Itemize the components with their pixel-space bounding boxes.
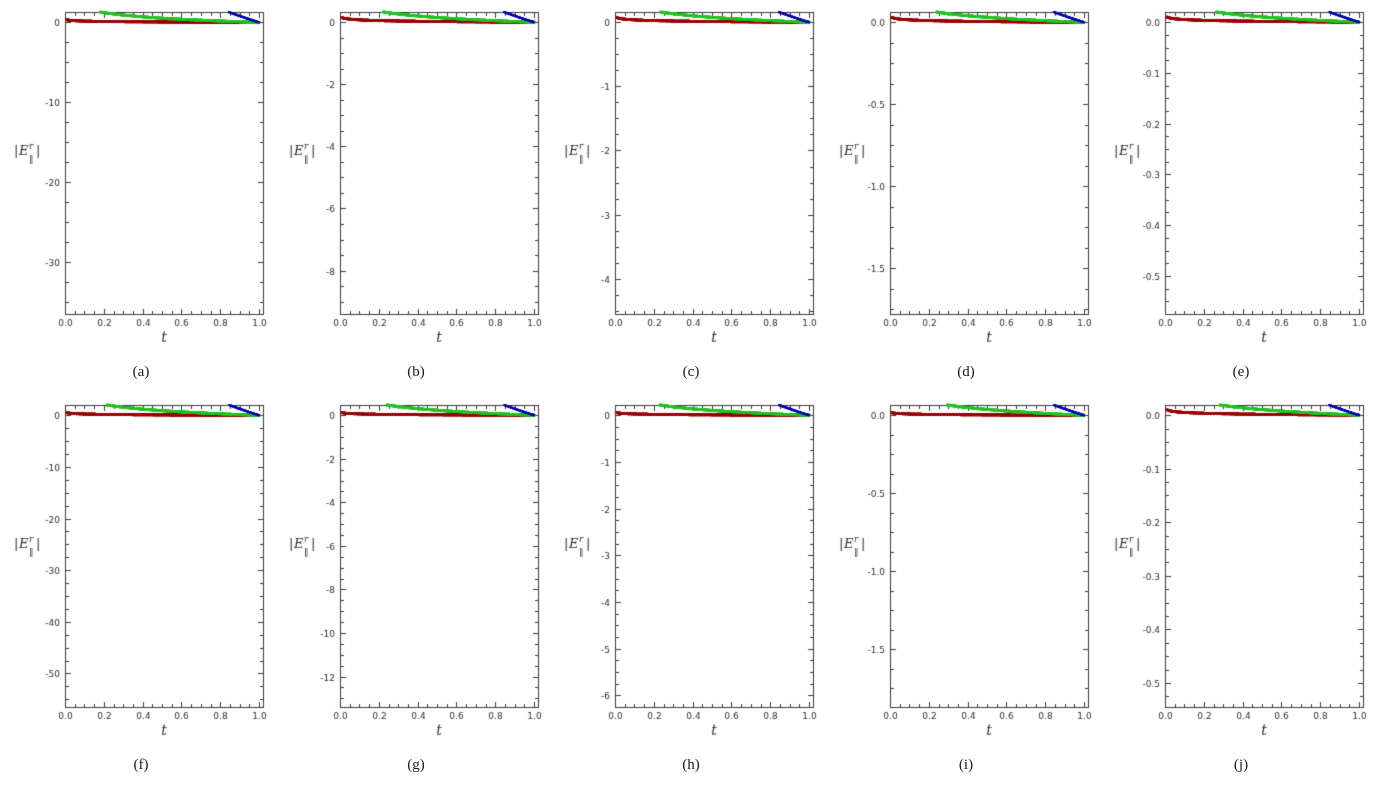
subplot-caption-g: (g): [407, 757, 425, 773]
plot-canvas-b: [286, 6, 546, 348]
plot-canvas-f: [11, 399, 271, 741]
subplot-caption-e: (e): [1232, 364, 1250, 380]
subplot-a: (a): [4, 6, 278, 381]
subplot-caption-f: (f): [133, 757, 149, 773]
subplot-f: (f): [4, 399, 278, 774]
plot-canvas-c: [561, 6, 821, 348]
subplot-caption-b: (b): [407, 364, 425, 380]
subplot-e: (e): [1104, 6, 1378, 381]
subplot-d: (d): [829, 6, 1103, 381]
plot-canvas-a: [11, 6, 271, 348]
figure-row-1: (a) (b) (c) (d) (e): [0, 6, 1382, 381]
subplot-caption-a: (a): [132, 364, 150, 380]
plot-canvas-d: [836, 6, 1096, 348]
subplot-caption-d: (d): [957, 364, 975, 380]
figure-row-2: (f) (g) (h) (i) (j): [0, 399, 1382, 774]
subplot-caption-h: (h): [682, 757, 700, 773]
subplot-b: (b): [279, 6, 553, 381]
subplot-g: (g): [279, 399, 553, 774]
figure-grid: (a) (b) (c) (d) (e) (f): [0, 6, 1382, 774]
subplot-c: (c): [554, 6, 828, 381]
plot-canvas-g: [286, 399, 546, 741]
plot-canvas-i: [836, 399, 1096, 741]
subplot-caption-j: (j): [1233, 757, 1249, 773]
plot-canvas-e: [1111, 6, 1371, 348]
plot-canvas-j: [1111, 399, 1371, 741]
subplot-caption-i: (i): [958, 757, 974, 773]
subplot-i: (i): [829, 399, 1103, 774]
subplot-caption-c: (c): [682, 364, 700, 380]
subplot-h: (h): [554, 399, 828, 774]
subplot-j: (j): [1104, 399, 1378, 774]
plot-canvas-h: [561, 399, 821, 741]
